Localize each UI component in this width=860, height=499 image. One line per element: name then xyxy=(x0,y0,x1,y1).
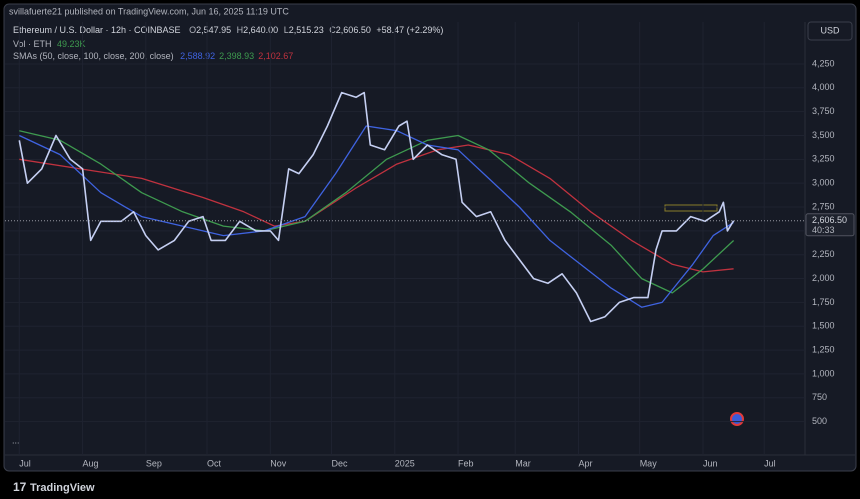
x-tick-label: Dec xyxy=(332,458,349,468)
series-line xyxy=(19,130,735,294)
x-tick-label: Aug xyxy=(83,458,99,468)
publisher: svillafuerte21 published on TradingView.… xyxy=(9,6,289,16)
last-price-box xyxy=(805,213,855,237)
ohlc-value: 2,515.23 xyxy=(289,25,324,35)
legend-line-2: Vol · ETH 49.23K xyxy=(13,39,86,49)
y-tick-label: 500 xyxy=(812,416,827,426)
volume-title: Vol · ETH xyxy=(13,39,52,49)
countdown: 40:33 xyxy=(812,225,835,235)
more: ... xyxy=(12,435,20,445)
y-tick-label: 3,750 xyxy=(812,106,835,116)
ohlc-key: L xyxy=(284,25,289,35)
x-tick-label: Feb xyxy=(458,458,474,468)
currency-box xyxy=(807,21,853,41)
series-line xyxy=(18,91,735,323)
y-tick-label: 1,250 xyxy=(812,344,835,354)
y-tick-label: 2,750 xyxy=(812,201,835,211)
sma-value: 2,398.93 xyxy=(219,51,254,61)
x-tick-label: 2025 xyxy=(395,458,415,468)
x-tick-label: Oct xyxy=(207,458,222,468)
symbol: Ethereum / U.S. Dollar · 12h · COINBASE xyxy=(13,25,181,35)
y-tick-label: 750 xyxy=(812,392,827,402)
event-flag xyxy=(730,412,744,426)
x-tick-label: Apr xyxy=(578,458,592,468)
y-tick-label: 3,500 xyxy=(812,130,835,140)
y-tick-label: 4,250 xyxy=(812,58,835,68)
x-tick-label: Jul xyxy=(19,458,31,468)
x-tick-label: Jul xyxy=(764,458,776,468)
ohlc-value: 2,640.00 xyxy=(243,25,278,35)
y-tick-label: 1,750 xyxy=(812,297,835,307)
y-tick-label: 2,000 xyxy=(812,273,835,283)
ohlc-value: 2,547.95 xyxy=(196,25,231,35)
ohlc-key: C xyxy=(329,25,336,35)
volume-value: 49.23K xyxy=(57,39,86,49)
y-tick-label: 2,250 xyxy=(812,249,835,259)
brand: TradingView xyxy=(30,482,95,494)
legend-line-3: SMAs (50, close, 100, close, 200, close)… xyxy=(13,51,293,61)
y-tick-label: 3,000 xyxy=(812,178,835,188)
sma-value: 2,102.67 xyxy=(258,51,293,61)
grid xyxy=(5,22,805,455)
y-tick-label: 3,250 xyxy=(812,154,835,164)
x-tick-label: Nov xyxy=(270,458,287,468)
legend-line-1: Ethereum / U.S. Dollar · 12h · COINBASE … xyxy=(13,25,443,35)
x-tick-label: Mar xyxy=(515,458,531,468)
last-price-label: 2,606.50 xyxy=(812,215,847,225)
ohlc-key: O xyxy=(189,25,196,35)
panel xyxy=(3,3,857,472)
change: +58.47 (+2.29%) xyxy=(376,25,443,35)
y-tick-label: 1,000 xyxy=(812,368,835,378)
sma-title: SMAs (50, close, 100, close, 200, close) xyxy=(13,51,174,61)
x-tick-label: May xyxy=(640,458,658,468)
y-tick-label: 1,500 xyxy=(812,321,835,331)
sma-value: 2,588.92 xyxy=(180,51,215,61)
range-box xyxy=(664,204,718,212)
ohlc-value: 2,606.50 xyxy=(336,25,371,35)
x-tick-label: Sep xyxy=(146,458,162,468)
series-line xyxy=(19,144,734,273)
currency: USD xyxy=(820,25,840,35)
brand-logo: 17 xyxy=(13,480,27,494)
x-tick-label: Jun xyxy=(703,458,718,468)
y-tick-label: 4,000 xyxy=(812,82,835,92)
ohlc-key: H xyxy=(237,25,244,35)
